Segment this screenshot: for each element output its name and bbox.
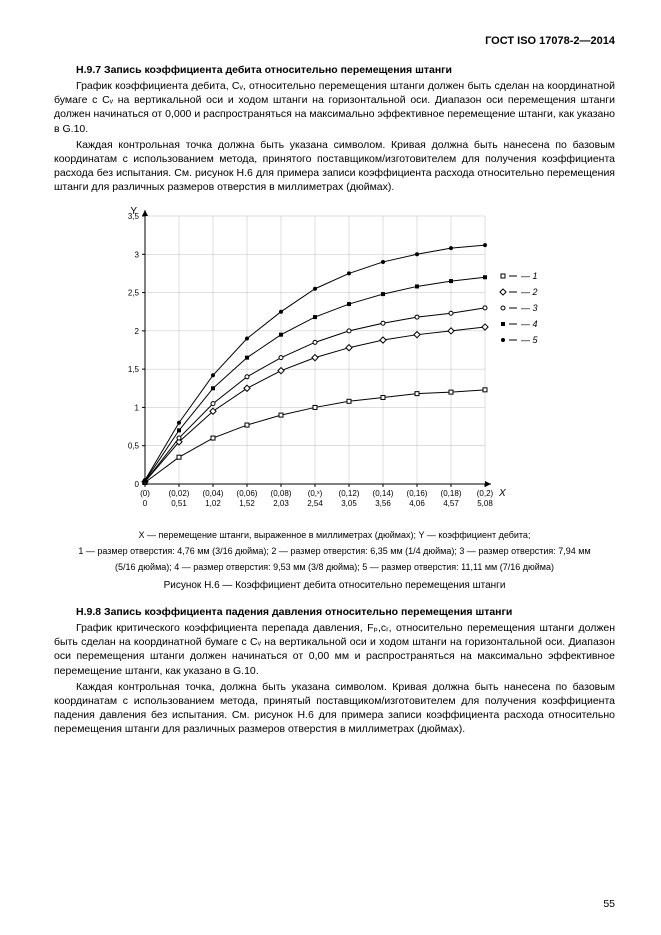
chart-axis-note-3: (5/16 дюйма); 4 — размер отверстия: 9,53…	[54, 562, 615, 574]
svg-text:2,5: 2,5	[127, 289, 139, 298]
svg-text:4,57: 4,57	[443, 499, 459, 508]
svg-text:1,02: 1,02	[205, 499, 221, 508]
svg-text:1,52: 1,52	[239, 499, 255, 508]
svg-text:— 2: — 2	[520, 287, 538, 297]
chart-axis-note-1: X — перемещение штанги, выраженное в мил…	[54, 530, 615, 542]
section-h97-title: H.9.7 Запись коэффициента дебита относит…	[54, 63, 615, 77]
figure-caption: Рисунок H.6 — Коэффициент дебита относит…	[54, 579, 615, 593]
section-h98-title: H.9.8 Запись коэффициента падения давлен…	[54, 605, 615, 619]
svg-text:(0,ˣ): (0,ˣ)	[307, 489, 322, 498]
svg-text:(0): (0)	[140, 489, 150, 498]
svg-text:X: X	[498, 488, 506, 499]
svg-text:3,56: 3,56	[375, 499, 391, 508]
svg-text:(0,08): (0,08)	[270, 489, 291, 498]
svg-text:0,5: 0,5	[127, 442, 139, 451]
svg-text:0,51: 0,51	[171, 499, 187, 508]
svg-text:4,06: 4,06	[409, 499, 425, 508]
document-id: ГОСТ ISO 17078-2—2014	[54, 34, 615, 49]
svg-text:(0,2): (0,2)	[476, 489, 493, 498]
chart-svg: 00,511,522,533,5(0)0(0,02)0,51(0,04)1,02…	[105, 204, 565, 524]
svg-text:1: 1	[134, 404, 139, 413]
chart-h6: 00,511,522,533,5(0)0(0,02)0,51(0,04)1,02…	[54, 204, 615, 524]
svg-text:2,03: 2,03	[273, 499, 289, 508]
svg-text:3,05: 3,05	[341, 499, 357, 508]
svg-text:(0,18): (0,18)	[440, 489, 461, 498]
svg-text:0: 0	[134, 480, 139, 489]
page: ГОСТ ISO 17078-2—2014 H.9.7 Запись коэфф…	[0, 0, 661, 935]
svg-text:(0,14): (0,14)	[372, 489, 393, 498]
svg-text:1,5: 1,5	[127, 366, 139, 375]
svg-text:0: 0	[142, 499, 147, 508]
svg-text:— 5: — 5	[520, 335, 539, 345]
svg-text:(0,06): (0,06)	[236, 489, 257, 498]
svg-text:3: 3	[134, 251, 139, 260]
section-h97-p2: Каждая контрольная точка должна быть ука…	[54, 138, 615, 195]
svg-text:(0,12): (0,12)	[338, 489, 359, 498]
chart-axis-note-2: 1 — размер отверстия: 4,76 мм (3/16 дюйм…	[54, 546, 615, 558]
section-h98-p2: Каждая контрольная точка, должна быть ук…	[54, 680, 615, 737]
svg-text:— 1: — 1	[520, 271, 538, 281]
svg-text:5,08: 5,08	[477, 499, 493, 508]
svg-text:(0,16): (0,16)	[406, 489, 427, 498]
svg-text:Y: Y	[130, 206, 137, 217]
svg-text:2: 2	[134, 327, 139, 336]
svg-text:(0,04): (0,04)	[202, 489, 223, 498]
page-number: 55	[603, 897, 615, 911]
section-h98-p1: График критического коэффициента перепад…	[54, 621, 615, 678]
svg-text:— 4: — 4	[520, 319, 538, 329]
svg-text:— 3: — 3	[520, 303, 538, 313]
section-h97-p1: График коэффициента дебита, Cᵥ, относите…	[54, 79, 615, 136]
svg-text:(0,02): (0,02)	[168, 489, 189, 498]
svg-text:2,54: 2,54	[307, 499, 323, 508]
